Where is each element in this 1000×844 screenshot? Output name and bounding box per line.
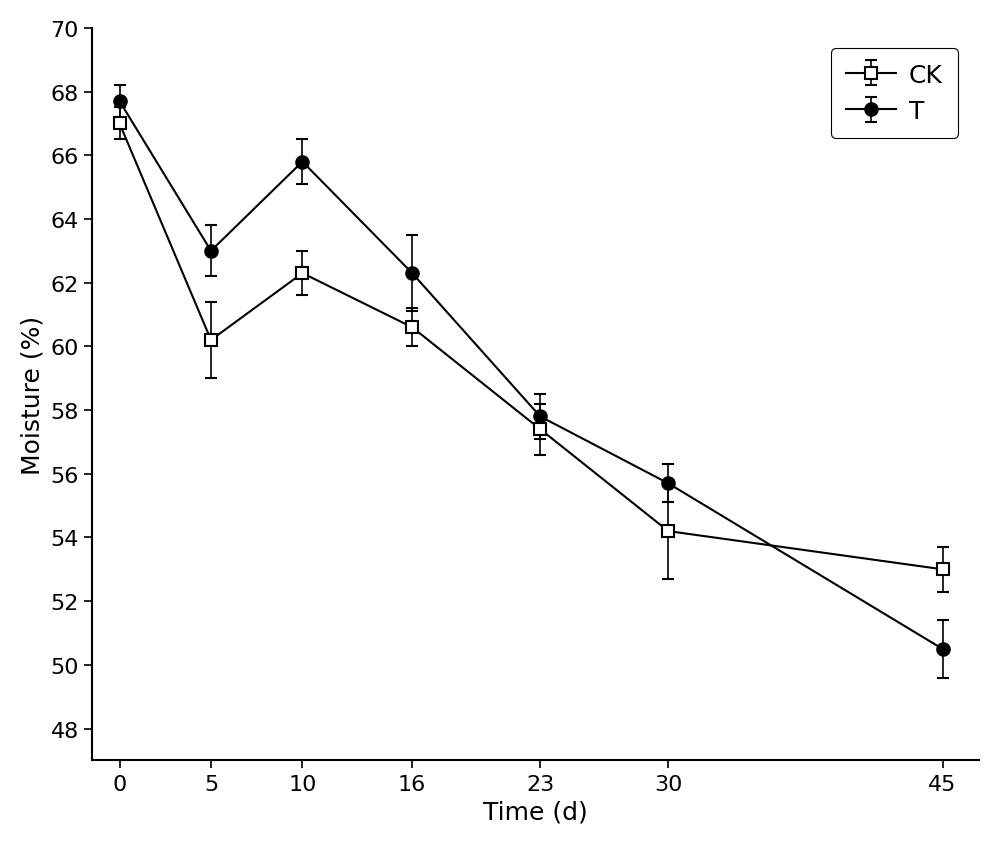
X-axis label: Time (d): Time (d) (483, 799, 588, 823)
Y-axis label: Moisture (%): Moisture (%) (21, 315, 45, 474)
Legend: CK, T: CK, T (831, 49, 958, 139)
